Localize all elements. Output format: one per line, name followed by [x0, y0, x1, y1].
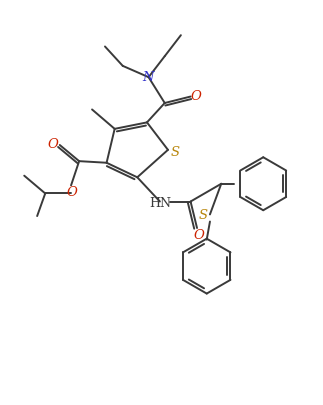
Text: HN: HN	[149, 196, 171, 209]
Text: N: N	[142, 70, 154, 83]
Text: O: O	[191, 90, 202, 103]
Text: O: O	[66, 185, 77, 198]
Text: O: O	[47, 138, 58, 151]
Text: O: O	[193, 228, 204, 241]
Text: S: S	[171, 145, 180, 159]
Text: S: S	[198, 209, 207, 222]
